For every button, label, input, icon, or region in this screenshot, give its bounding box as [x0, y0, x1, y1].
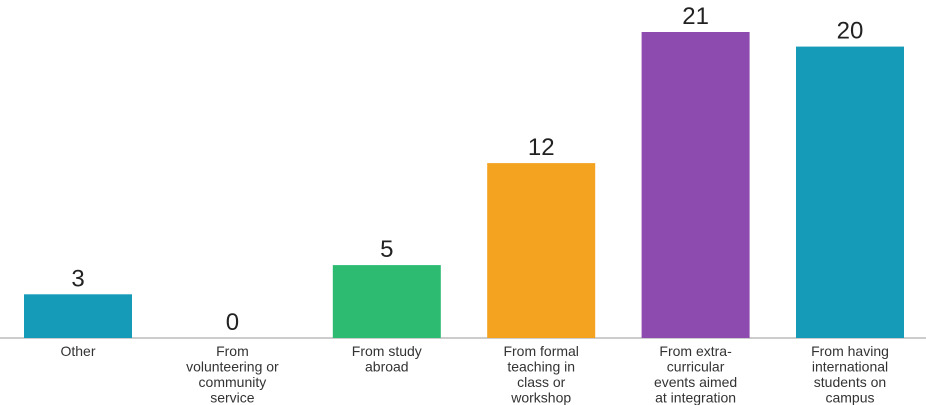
category-label-line: From formal: [503, 343, 578, 359]
value-label-4: 21: [682, 3, 709, 30]
category-label-line: From extra-: [659, 343, 732, 359]
category-label-line: abroad: [365, 359, 409, 375]
category-label-line: events aimed: [654, 374, 737, 390]
category-label-line: volunteering or: [186, 359, 279, 375]
category-label-line: From: [216, 343, 249, 359]
category-label-line: students on: [814, 374, 886, 390]
category-label-line: From having: [811, 343, 889, 359]
value-label-1: 0: [226, 309, 239, 336]
value-label-5: 20: [837, 18, 864, 45]
value-label-3: 12: [528, 134, 555, 161]
category-labels-group: Other From volunteering or community service…: [60, 343, 888, 405]
category-label-3: From formal teaching in class or workshop: [503, 343, 578, 405]
category-label-4: From extra-curricular events aimed at inte…: [654, 343, 737, 405]
bar-5: [796, 46, 904, 338]
value-label-2: 5: [380, 236, 393, 263]
bars-group: [24, 32, 904, 338]
category-label-2: From study abroad: [352, 343, 422, 375]
category-label-line: campus: [825, 390, 874, 405]
category-label-line: workshop: [510, 390, 571, 405]
bar-3: [487, 163, 596, 338]
category-label-line: class or: [517, 374, 566, 390]
category-label-line: curricular: [667, 359, 725, 375]
category-label-line: teaching in: [507, 359, 575, 375]
bar-0: [24, 294, 132, 338]
bar-2: [332, 265, 441, 338]
category-label-line: From study: [352, 343, 422, 359]
category-label-line: community: [199, 374, 267, 390]
category-label-line: at integration: [655, 390, 736, 405]
category-label-5: From having international students on campu…: [811, 343, 889, 405]
value-label-0: 3: [71, 265, 84, 292]
category-label-0: Other: [60, 343, 95, 359]
bar-4: [641, 32, 750, 338]
value-labels-group: 3 0 5 12 21 20: [71, 3, 863, 336]
category-label-line: Other: [60, 343, 95, 359]
category-label-line: service: [210, 390, 255, 405]
category-label-line: international: [812, 359, 888, 375]
category-label-1: From volunteering or community service: [186, 343, 279, 405]
